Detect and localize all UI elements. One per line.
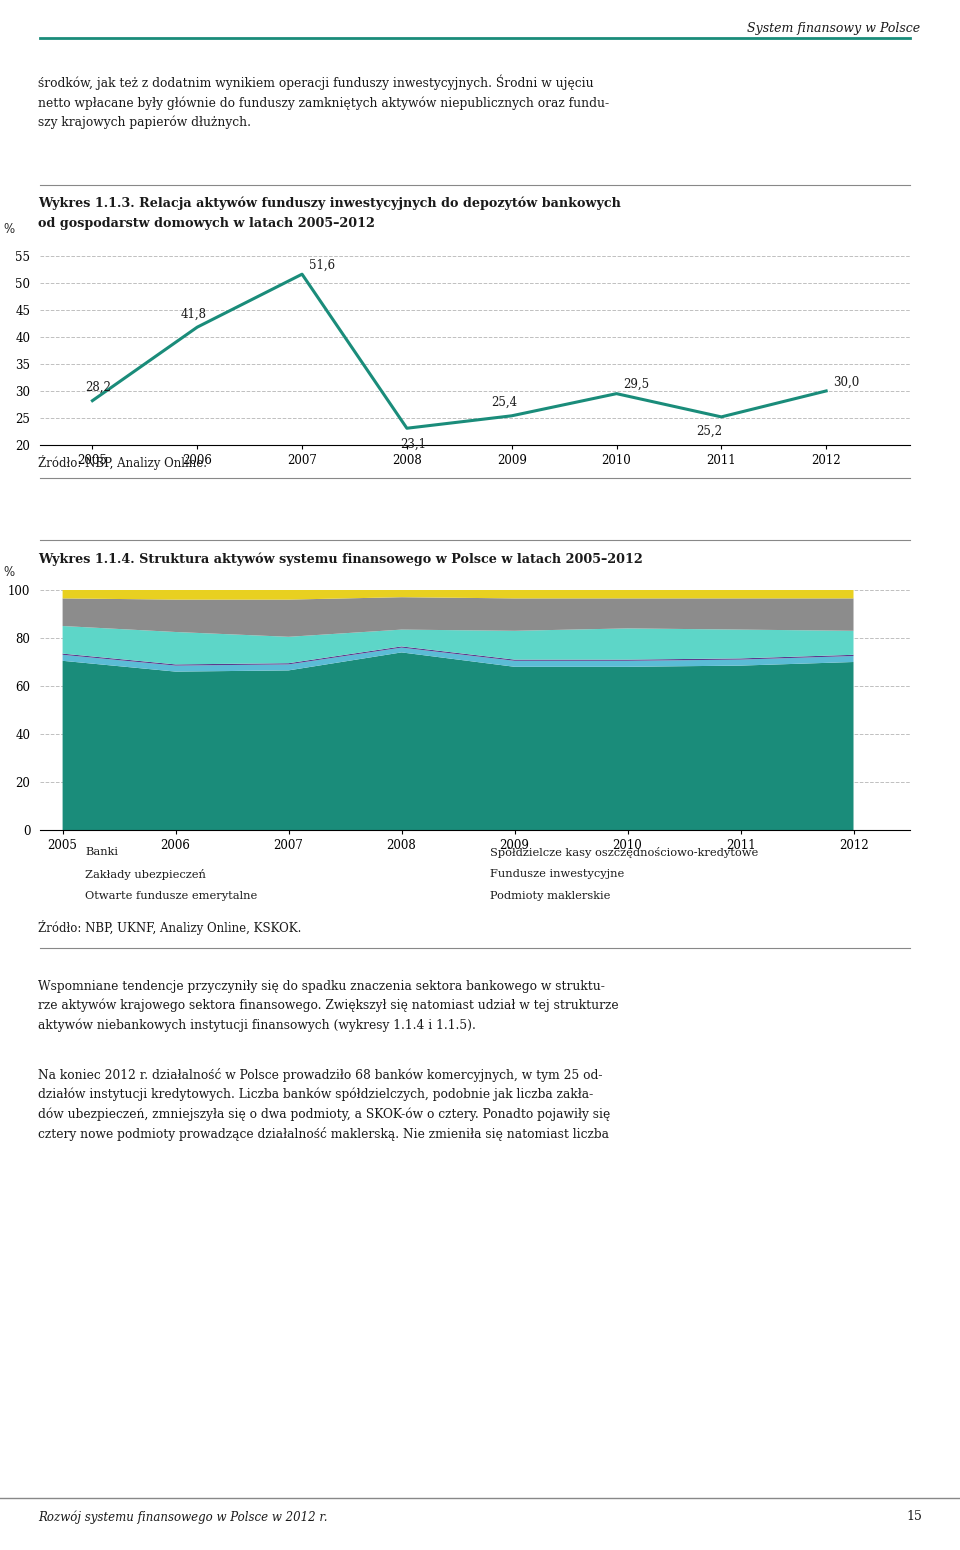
Text: Źródło: NBP, UKNF, Analizy Online, KSKOK.: Źródło: NBP, UKNF, Analizy Online, KSKOK… bbox=[38, 921, 301, 935]
Text: %: % bbox=[4, 566, 14, 578]
Text: 30,0: 30,0 bbox=[833, 375, 859, 389]
Text: Otwarte fundusze emerytalne: Otwarte fundusze emerytalne bbox=[85, 891, 257, 901]
Text: Banki: Banki bbox=[85, 846, 118, 857]
Text: 25,2: 25,2 bbox=[696, 425, 722, 439]
Text: 29,5: 29,5 bbox=[623, 378, 650, 391]
Text: %: % bbox=[4, 223, 14, 236]
Text: 15: 15 bbox=[906, 1510, 922, 1524]
Text: 41,8: 41,8 bbox=[180, 307, 206, 321]
Text: Wykres 1.1.4. Struktura aktywów systemu finansowego w Polsce w latach 2005–2012: Wykres 1.1.4. Struktura aktywów systemu … bbox=[38, 552, 643, 566]
Text: Spółdzielcze kasy oszczędnościowo-kredytowe: Spółdzielcze kasy oszczędnościowo-kredyt… bbox=[490, 846, 758, 857]
Text: Źródło: NBP, Analizy Online.: Źródło: NBP, Analizy Online. bbox=[38, 456, 207, 470]
Text: Wspomniane tendencje przyczyniły się do spadku znaczenia sektora bankowego w str: Wspomniane tendencje przyczyniły się do … bbox=[38, 980, 618, 1032]
Text: Zakłady ubezpieczeń: Zakłady ubezpieczeń bbox=[85, 868, 205, 879]
Text: Podmioty maklerskie: Podmioty maklerskie bbox=[490, 891, 611, 901]
Text: Fundusze inwestycyjne: Fundusze inwestycyjne bbox=[490, 870, 624, 879]
Text: 23,1: 23,1 bbox=[400, 437, 426, 451]
Text: środków, jak też z dodatnim wynikiem operacji funduszy inwestycyjnych. Środni w : środków, jak też z dodatnim wynikiem ope… bbox=[38, 74, 610, 129]
Text: 28,2: 28,2 bbox=[85, 381, 111, 394]
Text: System finansowy w Polsce: System finansowy w Polsce bbox=[747, 22, 920, 36]
Text: 51,6: 51,6 bbox=[309, 259, 335, 271]
Text: od gospodarstw domowych w latach 2005–2012: od gospodarstw domowych w latach 2005–20… bbox=[38, 217, 374, 229]
Text: 25,4: 25,4 bbox=[491, 397, 517, 409]
Text: Rozwój systemu finansowego w Polsce w 2012 r.: Rozwój systemu finansowego w Polsce w 20… bbox=[38, 1510, 327, 1524]
Text: Na koniec 2012 r. działalność w Polsce prowadziło 68 banków komercyjnych, w tym : Na koniec 2012 r. działalność w Polsce p… bbox=[38, 1068, 611, 1141]
Text: Wykres 1.1.3. Relacja aktywów funduszy inwestycyjnych do depozytów bankowych: Wykres 1.1.3. Relacja aktywów funduszy i… bbox=[38, 197, 621, 211]
